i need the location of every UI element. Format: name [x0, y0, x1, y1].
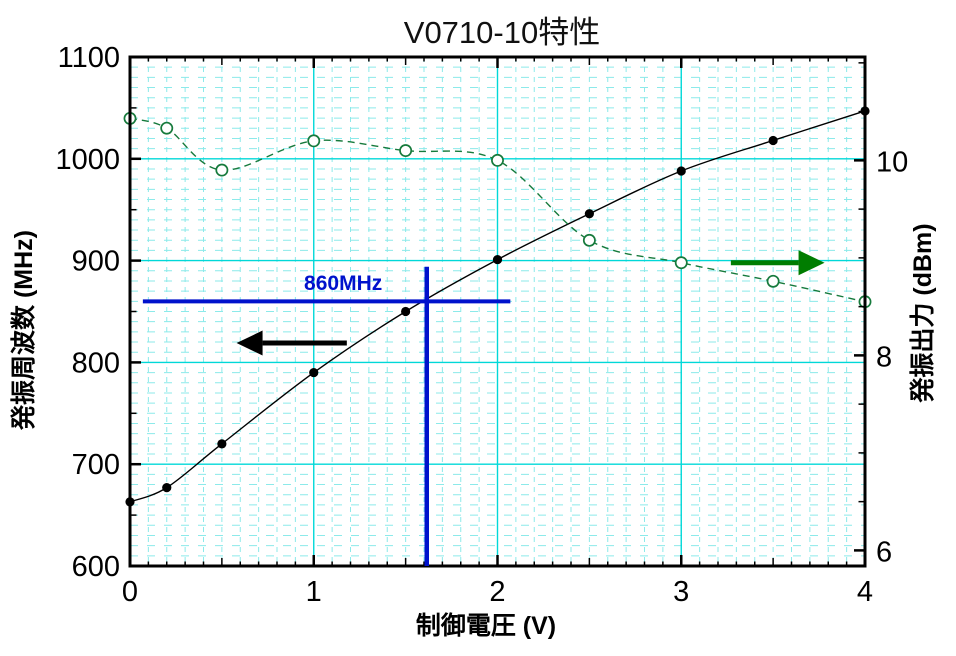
left-tick-label: 900	[72, 246, 120, 278]
x-tick-label: 4	[857, 576, 873, 608]
x-axis-label: 制御電圧 (V)	[416, 611, 556, 640]
x-tick-label: 2	[489, 576, 505, 608]
right-axis-label: 発振出力 (dBm)	[909, 223, 937, 403]
output-data-point	[307, 134, 321, 148]
right-axis-arrow-head	[798, 250, 825, 276]
left-tick-label: 800	[72, 347, 120, 379]
frequency-data-point	[584, 209, 594, 219]
frequency-data-point	[768, 135, 778, 146]
output-series-line	[129, 117, 866, 303]
series-layer	[123, 106, 872, 507]
output-data-point	[766, 274, 780, 288]
x-tick-label: 3	[673, 576, 689, 608]
frequency-data-point	[162, 483, 172, 493]
x-tick-label: 1	[306, 576, 322, 608]
output-data-point	[491, 153, 504, 167]
frequency-data-point	[401, 306, 411, 317]
output-data-point	[215, 163, 229, 177]
left-tick-label: 700	[72, 449, 120, 481]
right-tick-label: 10	[876, 146, 908, 178]
output-data-point	[160, 121, 174, 135]
left-tick-label: 1000	[55, 144, 120, 176]
x-tick-label: 0	[122, 576, 138, 608]
output-data-point	[582, 233, 596, 247]
left-axis-label: 発振周波数 (MHz)	[10, 230, 38, 431]
frequency-data-point	[676, 166, 686, 176]
right-tick-label: 8	[876, 341, 892, 373]
frequency-data-point	[217, 439, 227, 449]
left-tick-label: 1100	[58, 42, 120, 74]
frequency-series-line	[129, 110, 866, 503]
frequency-data-point	[492, 254, 503, 265]
output-data-point	[674, 256, 688, 270]
output-data-point	[399, 144, 413, 158]
left-axis-arrow-head	[236, 330, 263, 356]
left-tick-label: 600	[72, 551, 120, 583]
chart-title: V0710-10特性	[404, 15, 600, 50]
frequency-data-point	[309, 367, 319, 378]
right-tick-label: 6	[876, 536, 892, 568]
annotation-860mhz-label: 860MHz	[304, 272, 382, 295]
annotation-layer	[142, 250, 825, 566]
axes-layer: 600 700 800 900 1000 1100 0 1 2 3 46 8 10	[55, 42, 908, 608]
